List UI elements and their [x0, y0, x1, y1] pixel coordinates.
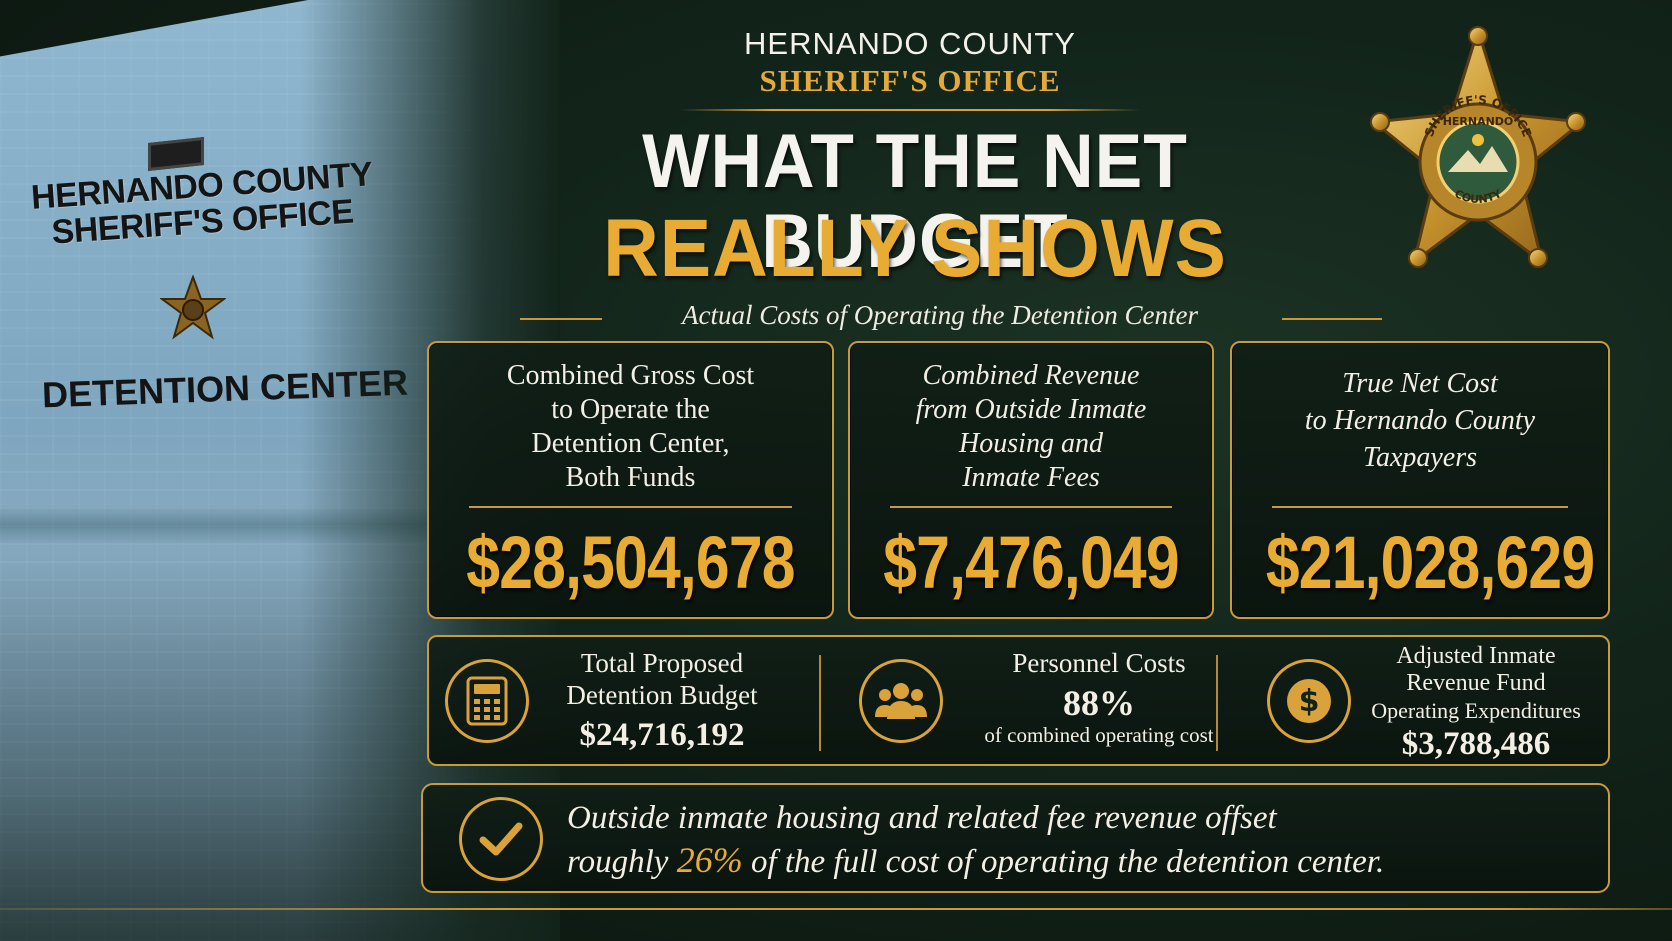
checkmark-icon: [459, 797, 543, 881]
net-cost-label-line: to Hernando County: [1304, 405, 1536, 436]
card-divider: [890, 506, 1172, 508]
net-cost-label: True Net Cost to Hernando County Taxpaye…: [1242, 365, 1598, 476]
summary-banner: Outside inmate housing and related fee r…: [421, 783, 1610, 893]
revenue-card: Combined Revenue from Outside Inmate Hou…: [848, 341, 1214, 619]
revenue-label-line: from Outside Inmate: [915, 394, 1147, 425]
net-cost-label-line: Taxpayers: [1362, 442, 1478, 473]
gross-cost-label-line: Detention Center,: [531, 428, 730, 459]
header-office: SHERIFF'S OFFICE: [759, 63, 1061, 98]
revenue-label-line: Inmate Fees: [962, 462, 1100, 493]
inmate-revenue-fund-stat: Adjusted Inmate Revenue Fund Operating E…: [1351, 643, 1601, 762]
stats-bar: Total Proposed Detention Budget $24,716,…: [427, 635, 1610, 766]
card-divider: [1272, 506, 1568, 508]
inmate-revenue-fund-label-line: Operating Expenditures: [1371, 698, 1581, 723]
gross-cost-label-line: Both Funds: [565, 462, 696, 493]
calculator-icon: [445, 659, 529, 743]
gross-cost-label-line: Combined Gross Cost: [506, 360, 755, 391]
summary-line1: Outside inmate housing and related fee r…: [567, 800, 1277, 836]
svg-text:HERNANDO: HERNANDO: [1443, 115, 1514, 128]
revenue-amount: $7,476,049: [883, 521, 1179, 604]
revenue-label-line: Housing and: [959, 428, 1103, 459]
total-budget-label-line: Total Proposed: [580, 648, 744, 678]
gross-cost-amount: $28,504,678: [466, 521, 795, 604]
svg-text:COUNTY: COUNTY: [1452, 187, 1504, 207]
total-budget-label-line: Detention Budget: [566, 680, 758, 710]
summary-text: Outside inmate housing and related fee r…: [567, 797, 1587, 883]
inmate-revenue-fund-label-line: Revenue Fund: [1406, 670, 1546, 696]
total-budget-value: $24,716,192: [579, 717, 745, 753]
inmate-revenue-fund-value: $3,788,486: [1401, 726, 1551, 762]
gross-cost-label-line: to Operate the: [551, 394, 710, 425]
stats-divider: [1216, 655, 1218, 751]
title-line1: WHAT THE NET BUDGET: [642, 119, 1188, 284]
summary-line2-post: of the full cost of operating the detent…: [742, 844, 1385, 880]
header-county: HERNANDO COUNTY: [744, 26, 1076, 61]
personnel-cost-stat: Personnel Costs 88% of combined operatin…: [949, 647, 1249, 747]
subtitle-rule-left: [520, 318, 602, 320]
subtitle-rule-right: [1282, 318, 1382, 320]
net-cost-amount: $21,028,629: [1265, 521, 1595, 604]
net-cost-card: True Net Cost to Hernando County Taxpaye…: [1230, 341, 1610, 619]
sheriff-star-badge-icon: SHERIFF'S OFFICE HERNANDO COUNTY: [1370, 24, 1586, 268]
subtitle: Actual Costs of Operating the Detention …: [682, 300, 1198, 330]
personnel-cost-note: of combined operating cost: [984, 723, 1214, 747]
summary-line2-pre: roughly: [567, 844, 677, 880]
net-cost-label-line: True Net Cost: [1342, 368, 1498, 399]
people-group-icon: [859, 659, 943, 743]
summary-line2: roughly 26% of the full cost of operatin…: [567, 839, 1587, 883]
title-line2: REALLY SHOWS: [603, 203, 1227, 294]
wall-light-fixture-icon: [148, 137, 204, 171]
gross-cost-card: Combined Gross Cost to Operate the Deten…: [427, 341, 834, 619]
personnel-cost-label: Personnel Costs: [1012, 648, 1186, 678]
stats-divider: [819, 655, 821, 751]
summary-percent-highlight: 26%: [676, 840, 743, 880]
revenue-label-line: Combined Revenue: [922, 360, 1140, 391]
bottom-divider: [0, 908, 1672, 910]
personnel-cost-value: 88%: [1063, 683, 1135, 723]
inmate-revenue-fund-label-line: Adjusted Inmate: [1396, 643, 1556, 669]
total-budget-stat: Total Proposed Detention Budget $24,716,…: [547, 647, 777, 755]
header-divider: [680, 109, 1140, 111]
gross-cost-label: Combined Gross Cost to Operate the Deten…: [439, 359, 822, 495]
revenue-label: Combined Revenue from Outside Inmate Hou…: [860, 359, 1202, 495]
wall-star-icon: [160, 275, 226, 340]
card-divider: [469, 506, 792, 508]
dollar-coin-icon: $: [1267, 659, 1351, 743]
svg-text:$: $: [1299, 684, 1320, 719]
